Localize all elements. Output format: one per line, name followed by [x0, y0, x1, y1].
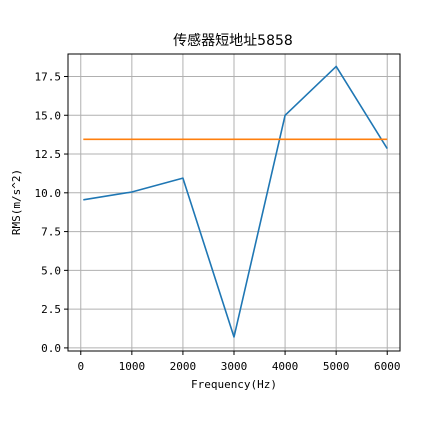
series-line-1: [83, 65, 388, 338]
y-tick-label: 2.5: [41, 303, 61, 316]
x-tick-label: 5000: [323, 360, 350, 373]
y-tick-label: 15.0: [35, 109, 62, 122]
x-tick-label: 4000: [272, 360, 299, 373]
y-tick-label: 7.5: [41, 226, 61, 239]
series-group: [83, 65, 388, 338]
x-tick-label: 3000: [221, 360, 248, 373]
y-axis: 0.0 2.5 5.0 7.5 10.0 12.5 15.0 17.5: [35, 70, 68, 355]
x-tick-label: 6000: [374, 360, 401, 373]
x-tick-label: 1000: [119, 360, 146, 373]
y-tick-label: 12.5: [35, 148, 62, 161]
y-tick-label: 10.0: [35, 187, 62, 200]
grid: [68, 54, 400, 351]
y-tick-label: 0.0: [41, 342, 61, 355]
x-tick-label: 2000: [170, 360, 197, 373]
y-axis-label: RMS(m/s^2): [10, 169, 23, 235]
y-tick-label: 5.0: [41, 264, 61, 277]
chart-title: 传感器短地址5858: [173, 32, 293, 49]
x-axis-label: Frequency(Hz): [191, 378, 277, 391]
x-tick-label: 0: [77, 360, 84, 373]
x-axis: 0 1000 2000 3000 4000 5000 6000: [77, 351, 400, 373]
y-tick-label: 17.5: [35, 70, 62, 83]
